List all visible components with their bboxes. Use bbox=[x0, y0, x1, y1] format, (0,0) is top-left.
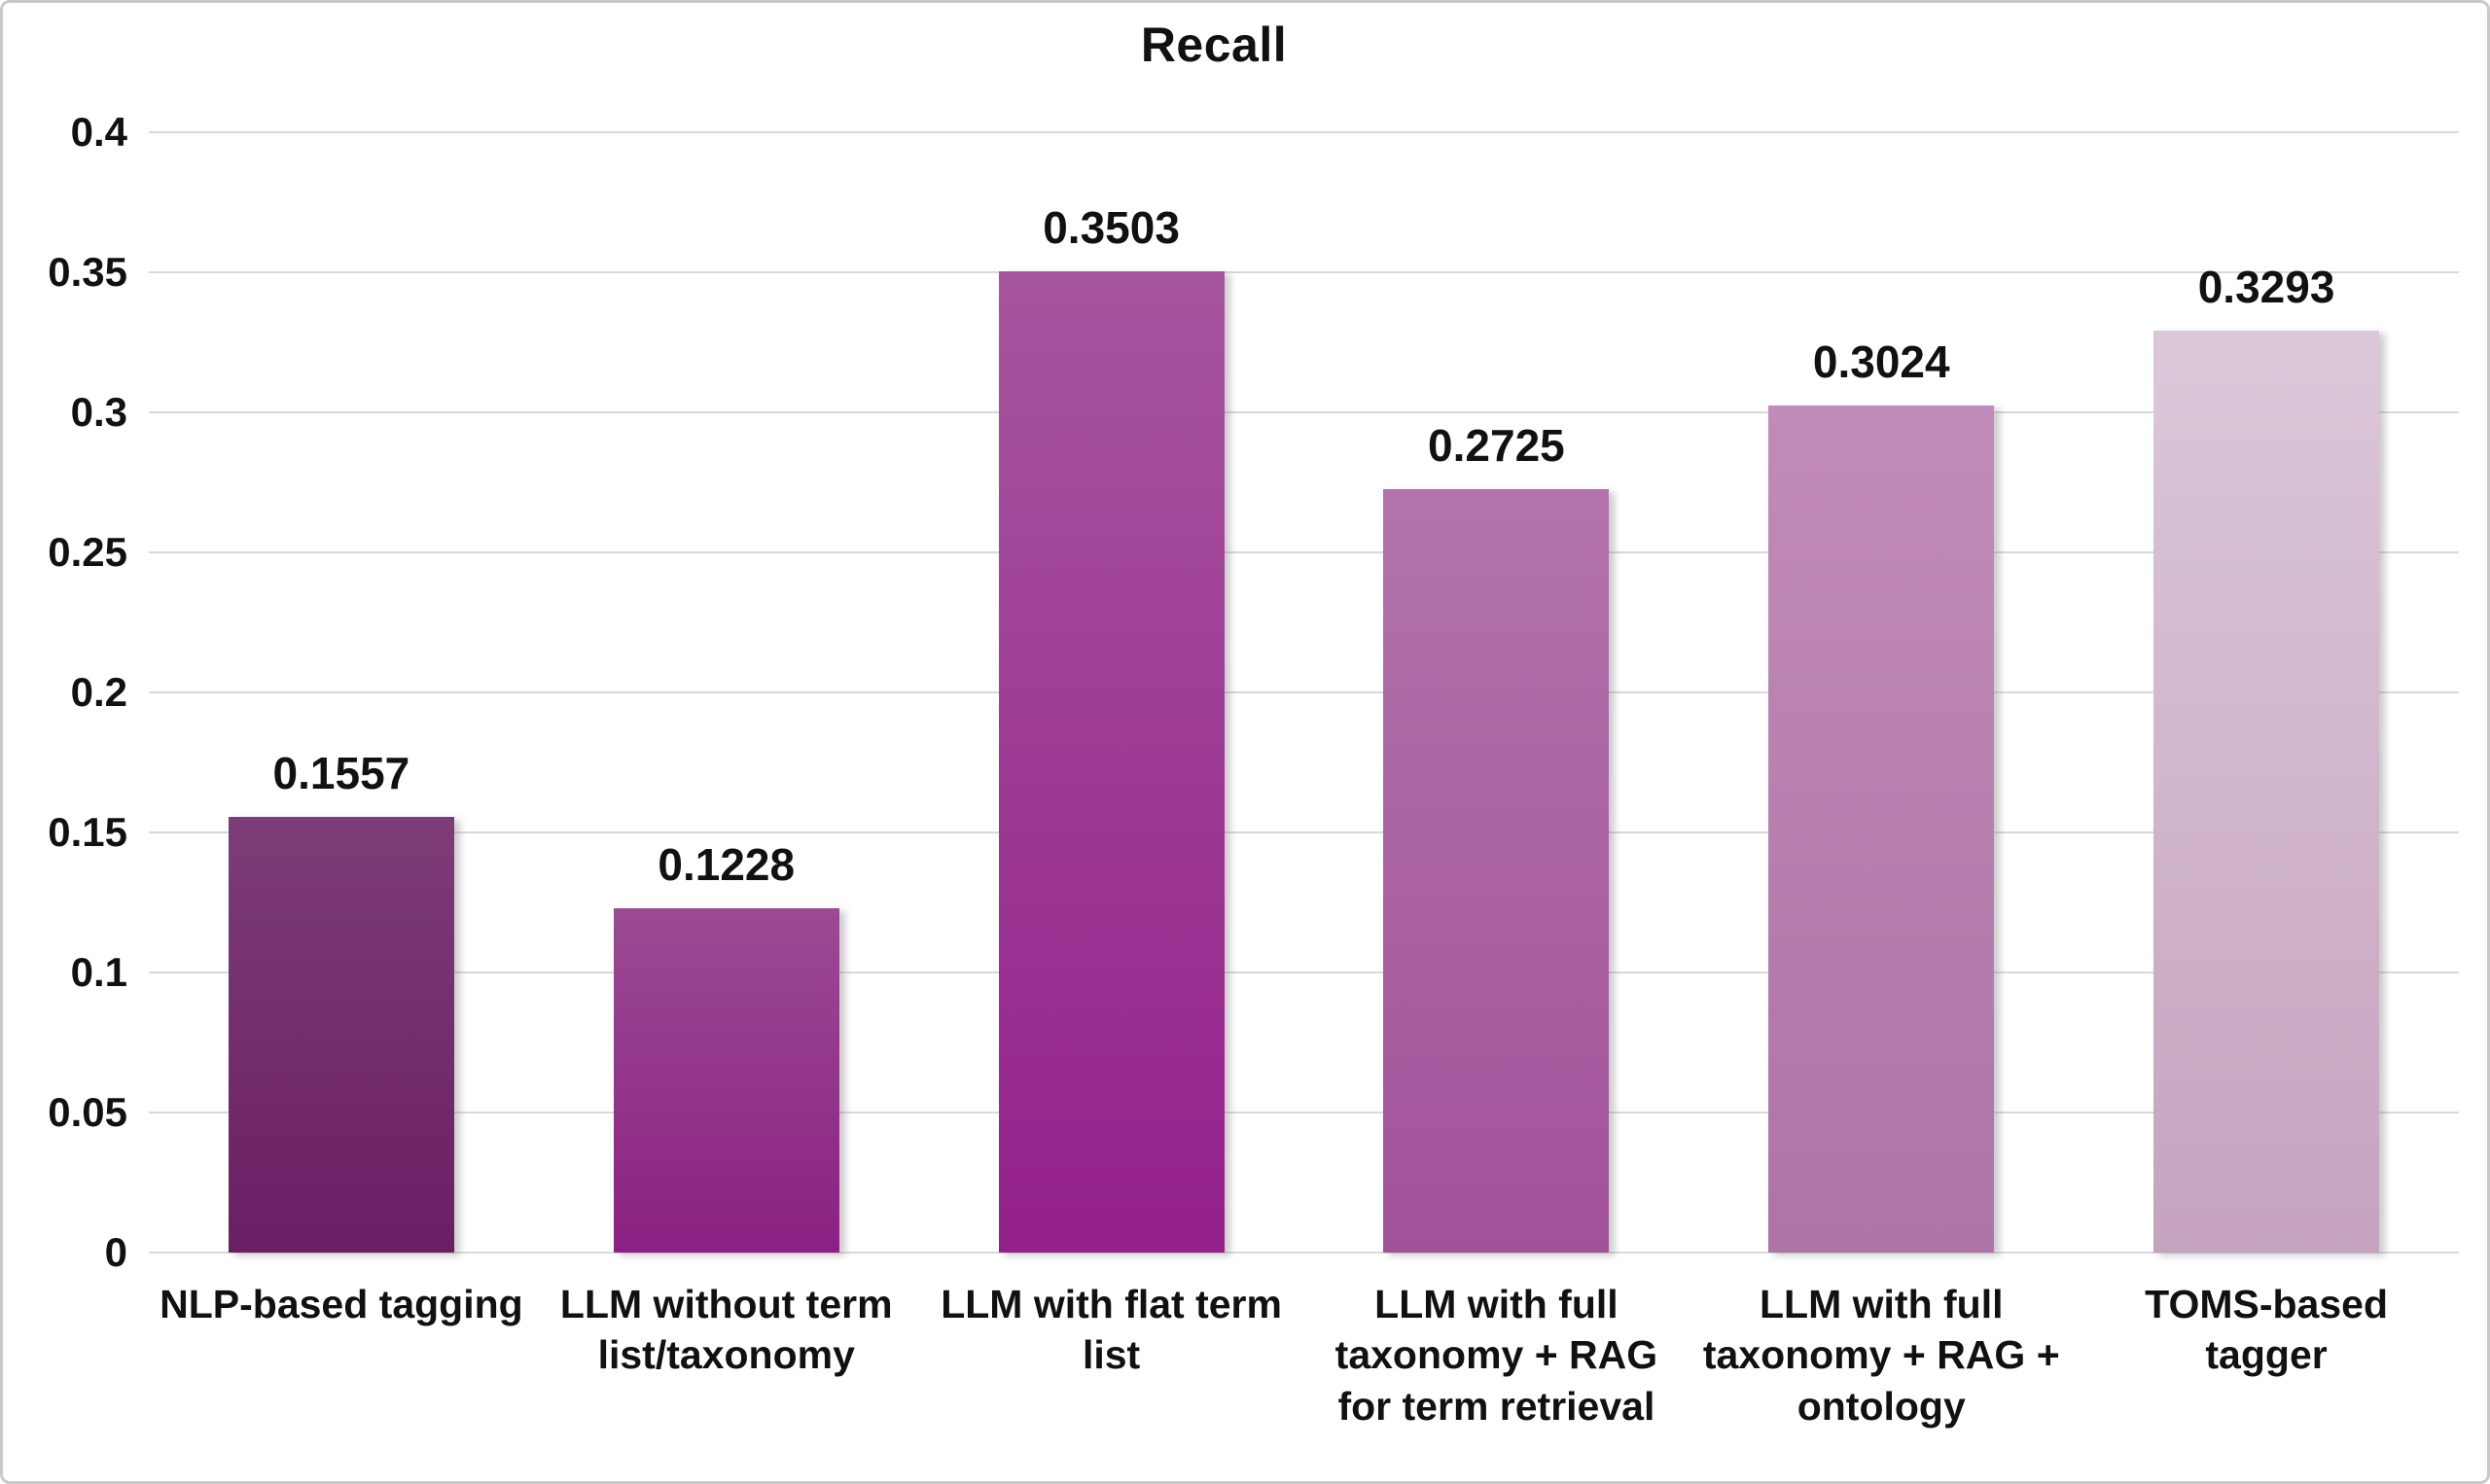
bar-4 bbox=[1383, 489, 1610, 1253]
plot-area: 0.1557 0.1228 0.3503 0.2725 0.3024 0.3293 bbox=[149, 131, 2459, 1254]
bar-2 bbox=[613, 908, 839, 1253]
bar-slot-5: 0.3024 bbox=[1689, 132, 2074, 1253]
bar-1 bbox=[228, 816, 454, 1253]
chart-title: Recall bbox=[1140, 18, 1288, 72]
y-tick-label-0.05: 0.05 bbox=[48, 1089, 127, 1135]
bar-value-label-2: 0.1228 bbox=[658, 839, 796, 891]
bar-slot-2: 0.1228 bbox=[534, 132, 919, 1253]
bar-value-label-5: 0.3024 bbox=[1812, 336, 1950, 388]
y-tick-label-0.25: 0.25 bbox=[48, 529, 127, 575]
x-axis-label-2: LLM without term list/taxonomy bbox=[559, 1282, 893, 1378]
y-tick-label-0.35: 0.35 bbox=[48, 249, 127, 295]
bar-slot-1: 0.1557 bbox=[149, 132, 534, 1253]
x-axis-label-1: NLP-based tagging bbox=[160, 1282, 523, 1326]
gridline-0.35 bbox=[149, 271, 2459, 273]
bar-6 bbox=[2153, 330, 2380, 1253]
gridline-0.2 bbox=[149, 691, 2459, 693]
y-tick-label-0.2: 0.2 bbox=[70, 669, 127, 715]
y-tick-label-0.3: 0.3 bbox=[70, 389, 127, 435]
gridline-0.3 bbox=[149, 411, 2459, 413]
bar-value-label-3: 0.3503 bbox=[1043, 202, 1180, 254]
bar-value-label-4: 0.2725 bbox=[1428, 420, 1565, 472]
bar-3 bbox=[998, 271, 1225, 1253]
bar-slot-4: 0.2725 bbox=[1304, 132, 1690, 1253]
gridline-0.1 bbox=[149, 972, 2459, 973]
gridline-0.25 bbox=[149, 551, 2459, 553]
bar-value-label-6: 0.3293 bbox=[2197, 261, 2335, 312]
x-axis-labels: NLP-based tagging LLM without term list/ta… bbox=[149, 1279, 2459, 1473]
bar-slot-3: 0.3503 bbox=[919, 132, 1304, 1253]
bar-value-label-1: 0.1557 bbox=[272, 747, 410, 798]
y-tick-label-0: 0 bbox=[104, 1229, 127, 1275]
x-axis-label-3: LLM with flat term list bbox=[941, 1282, 1282, 1378]
x-axis-label-6: TOMS-based tagger bbox=[2145, 1282, 2388, 1378]
gridline-0.15 bbox=[149, 831, 2459, 833]
y-tick-label-0.15: 0.15 bbox=[48, 809, 127, 855]
x-axis-label-4: LLM with full taxonomy + RAG for term retr… bbox=[1334, 1282, 1658, 1429]
x-axis-label-5: LLM with full taxonomy + RAG + ontology bbox=[1702, 1282, 2060, 1429]
gridline-0.05 bbox=[149, 1112, 2459, 1113]
gridline-0 bbox=[149, 1252, 2459, 1254]
bar-5 bbox=[1768, 406, 1995, 1253]
y-tick-label-0.4: 0.4 bbox=[70, 109, 127, 155]
bar-slot-6: 0.3293 bbox=[2074, 132, 2459, 1253]
y-tick-label-0.1: 0.1 bbox=[70, 949, 127, 995]
gridline-0.4 bbox=[149, 131, 2459, 133]
